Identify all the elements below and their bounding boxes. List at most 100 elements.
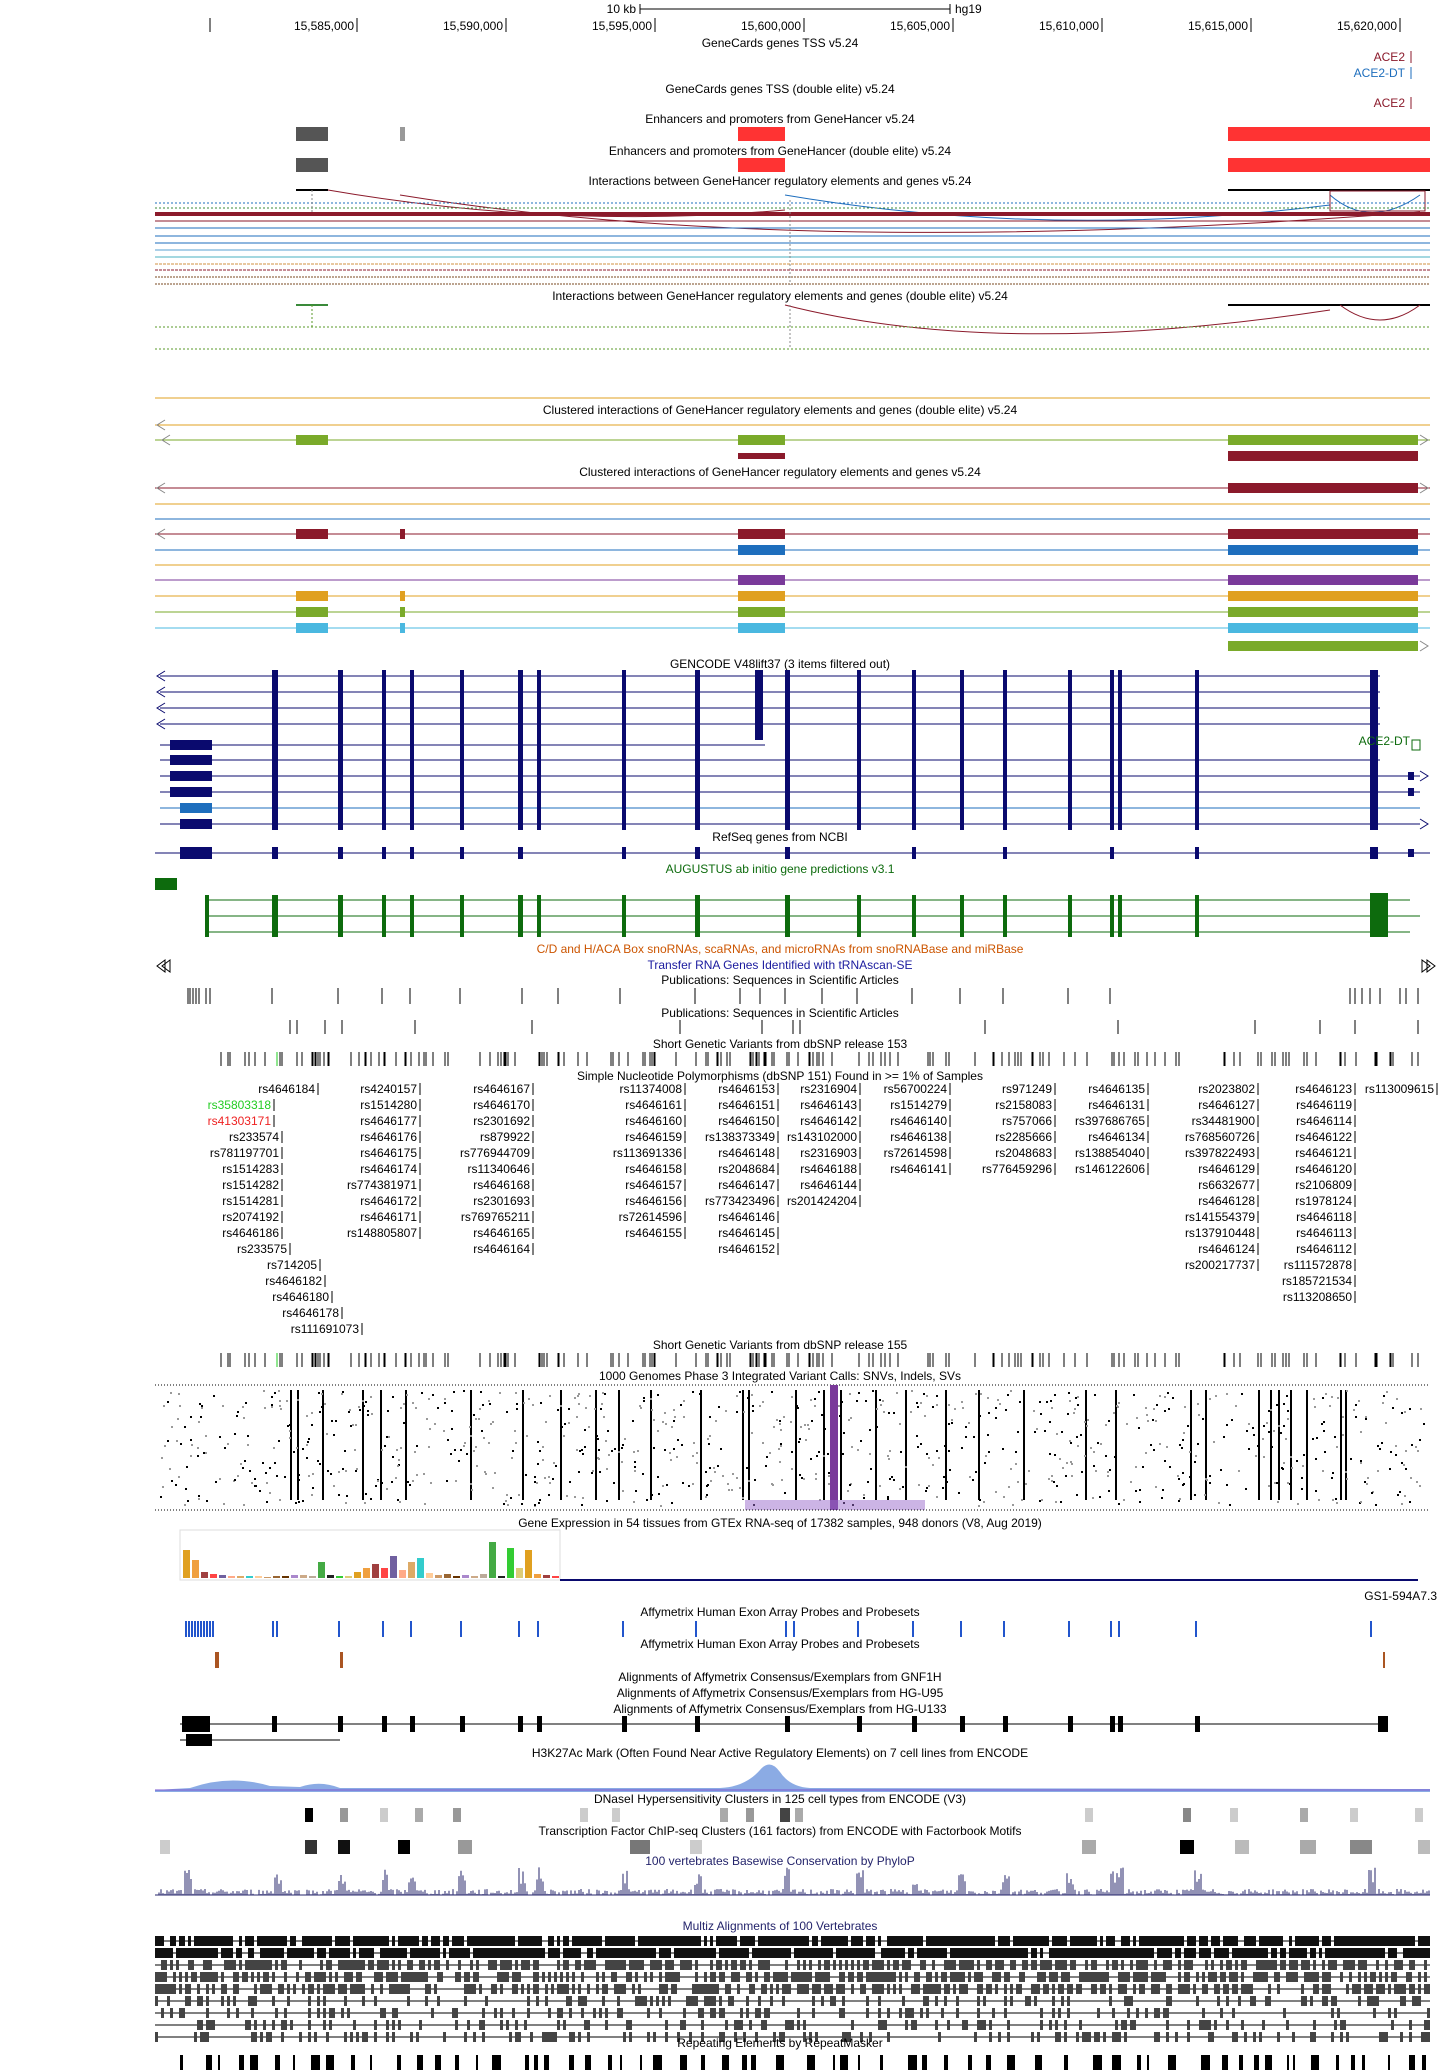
repeat-element[interactable]: [640, 2055, 642, 2070]
gtex-tissue-bar[interactable]: [498, 1576, 505, 1578]
gtex-tissue-bar[interactable]: [318, 1562, 325, 1578]
gtex-tissue-bar[interactable]: [444, 1574, 451, 1578]
track-h3k27ac[interactable]: H3K27Ac Mark (Often Found Near Active Re…: [155, 1746, 1430, 1792]
snp-label[interactable]: rs4646138: [890, 1130, 947, 1144]
gtex-tissue-bar[interactable]: [336, 1576, 343, 1578]
track-trna[interactable]: Transfer RNA Genes Identified with tRNAs…: [156, 958, 1436, 973]
repeat-element[interactable]: [1035, 2055, 1042, 2070]
track-dbsnp153[interactable]: Short Genetic Variants from dbSNP releas…: [220, 1037, 1419, 1066]
repeat-element[interactable]: [908, 2055, 917, 2070]
probe-bar[interactable]: [212, 1621, 214, 1637]
repeat-element[interactable]: [1422, 2055, 1426, 2070]
repeat-element[interactable]: [250, 2055, 258, 2070]
dnase-cluster[interactable]: [580, 1808, 588, 1822]
probe-bar[interactable]: [206, 1621, 208, 1637]
repeat-element[interactable]: [880, 2055, 883, 2070]
probe-bar[interactable]: [276, 1621, 278, 1637]
repeat-element[interactable]: [858, 2055, 860, 2070]
track-genecards-tss-double[interactable]: GeneCards genes TSS (double elite) v5.24…: [665, 82, 1412, 110]
snp-label[interactable]: rs4646155: [625, 1226, 682, 1240]
probe-bar[interactable]: [197, 1621, 199, 1637]
snp-label[interactable]: rs143102000: [787, 1130, 857, 1144]
gtex-tissue-bar[interactable]: [219, 1575, 226, 1578]
tf-cluster[interactable]: [690, 1840, 702, 1854]
snp-label[interactable]: rs4646186: [222, 1226, 279, 1240]
repeat-element[interactable]: [417, 2055, 423, 2070]
track-affy-exon[interactable]: Affymetrix Human Exon Array Probes and P…: [185, 1605, 1385, 1668]
repeat-element[interactable]: [751, 2055, 756, 2070]
snp-label[interactable]: rs4646157: [625, 1178, 682, 1192]
snp-label[interactable]: rs4646145: [718, 1226, 775, 1240]
gene-label-ace2[interactable]: ACE2: [1374, 96, 1406, 110]
tf-cluster[interactable]: [1418, 1840, 1430, 1854]
tf-cluster[interactable]: [1350, 1840, 1372, 1854]
repeat-element[interactable]: [180, 2055, 183, 2070]
gtex-tissue-bar[interactable]: [381, 1568, 388, 1578]
snp-label[interactable]: rs113691336: [613, 1146, 682, 1160]
snp-label[interactable]: rs4646150: [718, 1114, 775, 1128]
gtex-tissue-bar[interactable]: [363, 1568, 370, 1578]
snp-label[interactable]: rs4646144: [800, 1178, 857, 1192]
dnase-cluster[interactable]: [780, 1808, 790, 1822]
gtex-tissue-bar[interactable]: [525, 1550, 532, 1578]
repeat-element[interactable]: [807, 2055, 815, 2070]
gtex-tissue-bar[interactable]: [426, 1573, 433, 1578]
snp-label[interactable]: rs4646134: [1088, 1130, 1145, 1144]
snp-label[interactable]: rs4646124: [1198, 1242, 1255, 1256]
repeat-element[interactable]: [742, 2055, 747, 2070]
repeat-element[interactable]: [534, 2055, 538, 2070]
repeat-element[interactable]: [680, 2055, 687, 2070]
snp-label[interactable]: rs776459296: [982, 1162, 1052, 1176]
snp-label[interactable]: rs6632677: [1198, 1178, 1255, 1192]
probe-bar[interactable]: [793, 1621, 795, 1637]
repeat-element[interactable]: [1112, 2055, 1121, 2070]
snp-label[interactable]: rs2048684: [718, 1162, 775, 1176]
gtex-tissue-bar[interactable]: [345, 1576, 352, 1578]
repeat-element[interactable]: [206, 2055, 212, 2070]
track-multiz[interactable]: Multiz Alignments of 100 Vertebrates: [155, 1919, 1430, 2042]
track-refseq[interactable]: RefSeq genes from NCBI: [155, 830, 1430, 859]
repeat-element[interactable]: [1201, 2055, 1210, 2070]
snp-label[interactable]: rs4646174: [360, 1162, 417, 1176]
repeat-element[interactable]: [1362, 2055, 1365, 2070]
track-publications[interactable]: Publications: Sequences in Scientific Ar…: [187, 973, 1419, 1034]
snp-label[interactable]: rs4646172: [360, 1194, 417, 1208]
snp-label[interactable]: rs2106809: [1295, 1178, 1352, 1192]
repeat-element[interactable]: [370, 2055, 372, 2070]
snp-label[interactable]: rs146122606: [1075, 1162, 1145, 1176]
snp-label[interactable]: rs138854040: [1075, 1146, 1145, 1160]
snp-label[interactable]: rs397822493: [1185, 1146, 1255, 1160]
repeat-element[interactable]: [218, 2055, 220, 2070]
snp-label[interactable]: rs1514281: [222, 1194, 279, 1208]
snp-label[interactable]: rs4646161: [625, 1098, 682, 1112]
snp-label[interactable]: rs4646153: [718, 1082, 775, 1096]
snp-label[interactable]: rs4646112: [1296, 1242, 1352, 1256]
snp-label[interactable]: rs4240157: [360, 1082, 417, 1096]
probe-bar[interactable]: [272, 1621, 274, 1637]
probe-bar[interactable]: [191, 1621, 193, 1637]
probe-bar[interactable]: [209, 1621, 211, 1637]
track-snp151[interactable]: Simple Nucleotide Polymorphisms (dbSNP 1…: [208, 1069, 1438, 1336]
track-rmsk[interactable]: Repeating Elements by RepeatMasker: [180, 2036, 1426, 2070]
dnase-cluster[interactable]: [305, 1808, 313, 1822]
snp-label[interactable]: rs4646122: [1295, 1130, 1352, 1144]
gtex-tissue-bar[interactable]: [534, 1574, 541, 1578]
probe-bar[interactable]: [194, 1621, 196, 1637]
track-1000genomes[interactable]: 1000 Genomes Phase 3 Integrated Variant …: [155, 1369, 1430, 1511]
probe-bar[interactable]: [185, 1621, 187, 1637]
repeat-element[interactable]: [1137, 2055, 1141, 2070]
repeat-element[interactable]: [968, 2055, 972, 2070]
repeat-element[interactable]: [1168, 2055, 1176, 2070]
probe-bar[interactable]: [1110, 1621, 1112, 1637]
snp-label[interactable]: rs4646175: [360, 1146, 417, 1160]
snp-label[interactable]: rs2285666: [995, 1130, 1052, 1144]
repeat-element[interactable]: [722, 2055, 729, 2070]
repeat-element[interactable]: [840, 2055, 848, 2070]
dnase-cluster[interactable]: [1415, 1808, 1423, 1822]
snp-label[interactable]: rs4646156: [625, 1194, 682, 1208]
snp-label[interactable]: rs4646114: [1296, 1114, 1352, 1128]
repeat-element[interactable]: [944, 2055, 948, 2070]
snp-label[interactable]: rs757066: [1002, 1114, 1052, 1128]
probeset-bar[interactable]: [1383, 1652, 1385, 1668]
track-affy-consensus[interactable]: Alignments of Affymetrix Consensus/Exemp…: [180, 1670, 1388, 1746]
